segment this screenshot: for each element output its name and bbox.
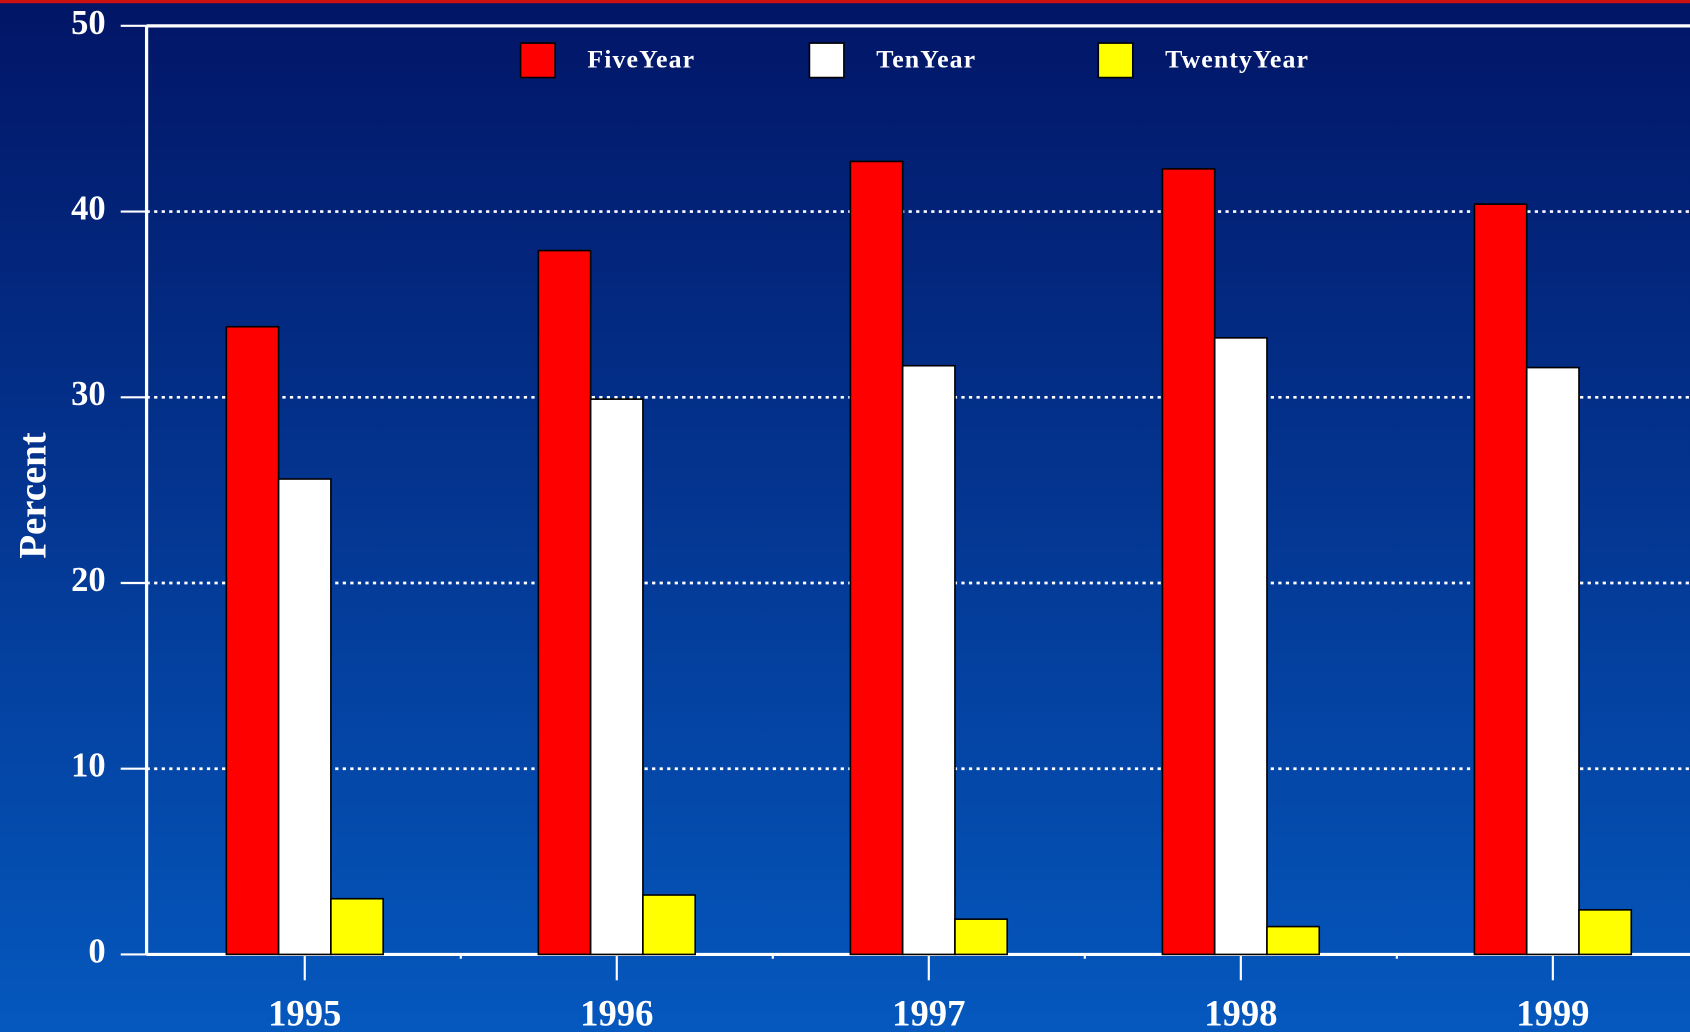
bar bbox=[1213, 337, 1268, 956]
y-tick-label: 30 bbox=[71, 375, 105, 413]
y-tick-label: 10 bbox=[71, 747, 105, 785]
x-tick-label: 1997 bbox=[892, 992, 965, 1032]
y-tick-label: 0 bbox=[88, 932, 105, 970]
legend-swatch bbox=[519, 42, 556, 79]
bar bbox=[954, 918, 1009, 956]
bar bbox=[849, 160, 904, 956]
y-tick-label: 50 bbox=[71, 4, 105, 42]
bar bbox=[1473, 203, 1528, 956]
bar bbox=[1578, 909, 1633, 956]
bar bbox=[537, 249, 592, 956]
legend-label: TenYear bbox=[876, 44, 976, 73]
legend-label: FiveYear bbox=[587, 44, 695, 73]
bar bbox=[1525, 366, 1580, 956]
top-border bbox=[0, 0, 1690, 4]
bar bbox=[277, 478, 332, 956]
x-tick-label: 1999 bbox=[1516, 992, 1589, 1032]
bar bbox=[589, 398, 644, 956]
y-axis-label: Percent bbox=[12, 432, 55, 558]
x-tick-label: 1996 bbox=[580, 992, 653, 1032]
bar bbox=[642, 894, 696, 956]
legend-swatch bbox=[1097, 42, 1134, 79]
bar bbox=[1161, 168, 1216, 956]
x-tick-label: 1995 bbox=[268, 992, 341, 1032]
y-tick-label: 20 bbox=[71, 561, 105, 599]
bar bbox=[330, 897, 384, 956]
legend-swatch bbox=[808, 42, 845, 79]
bar bbox=[225, 325, 280, 956]
y-tick-label: 40 bbox=[71, 189, 105, 227]
legend-label: TwentyYear bbox=[1165, 44, 1309, 73]
x-tick-label: 1998 bbox=[1204, 992, 1277, 1032]
bar bbox=[901, 364, 956, 956]
bar bbox=[1266, 925, 1321, 956]
